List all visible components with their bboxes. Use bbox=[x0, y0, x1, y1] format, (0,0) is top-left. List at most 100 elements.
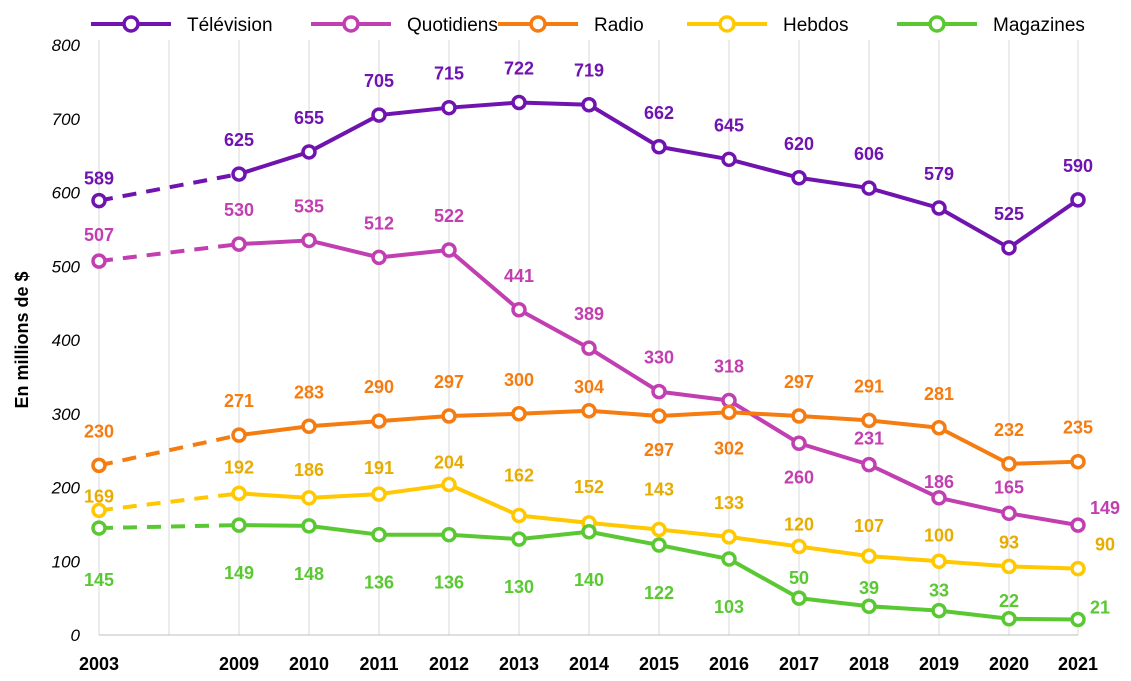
data-point bbox=[231, 236, 247, 252]
data-point bbox=[861, 412, 877, 429]
data-label: 302 bbox=[714, 438, 744, 458]
y-tick-label: 700 bbox=[52, 110, 81, 129]
y-tick-label: 100 bbox=[52, 552, 81, 571]
data-label: 297 bbox=[644, 440, 674, 460]
y-tick-label: 600 bbox=[52, 184, 81, 203]
data-point bbox=[1070, 453, 1086, 470]
data-label: 140 bbox=[574, 570, 604, 590]
data-point bbox=[791, 590, 807, 606]
data-point bbox=[441, 526, 457, 543]
data-point bbox=[1001, 611, 1017, 627]
y-axis: 0 100 200 300 400 500 600 700 800 bbox=[51, 36, 81, 645]
x-tick-label: 2013 bbox=[499, 654, 539, 674]
data-label: 722 bbox=[504, 59, 534, 79]
data-label: 389 bbox=[574, 304, 604, 324]
data-point bbox=[931, 200, 947, 216]
data-point bbox=[371, 107, 387, 123]
data-label: 441 bbox=[504, 266, 534, 286]
x-tick-label: 2012 bbox=[429, 654, 469, 674]
data-point bbox=[371, 249, 387, 266]
data-point bbox=[301, 232, 317, 249]
data-label: 230 bbox=[84, 421, 114, 441]
data-point bbox=[861, 180, 877, 196]
data-point bbox=[441, 408, 457, 424]
x-tick-label: 2014 bbox=[569, 654, 609, 674]
data-point bbox=[791, 408, 807, 424]
data-label: 625 bbox=[224, 130, 254, 150]
data-point bbox=[371, 486, 387, 502]
data-point bbox=[581, 524, 597, 540]
data-point bbox=[1001, 456, 1017, 472]
x-tick-label: 2018 bbox=[849, 654, 889, 674]
legend-marker bbox=[928, 15, 946, 33]
data-label: 290 bbox=[364, 377, 394, 397]
x-axis: 2003 2009 2010 2011 2012 2013 2014 2015 2016 2017… bbox=[79, 654, 1098, 674]
x-tick-label: 2015 bbox=[639, 654, 679, 674]
data-label: 133 bbox=[714, 493, 744, 513]
data-point bbox=[1070, 517, 1086, 533]
x-tick-label: 2017 bbox=[779, 654, 819, 674]
data-point bbox=[1001, 505, 1017, 522]
x-tick-label: 2020 bbox=[989, 654, 1029, 674]
data-point bbox=[581, 340, 597, 356]
y-axis-label: En millions de $ bbox=[12, 271, 32, 408]
y-tick-label: 300 bbox=[52, 405, 81, 424]
data-point bbox=[301, 418, 317, 435]
data-point bbox=[791, 435, 807, 451]
data-label: 143 bbox=[644, 480, 674, 500]
data-point bbox=[651, 537, 667, 553]
data-point bbox=[231, 485, 247, 502]
data-label: 300 bbox=[504, 370, 534, 390]
data-label: 107 bbox=[854, 516, 884, 536]
data-point bbox=[91, 520, 107, 536]
data-point bbox=[1001, 240, 1017, 256]
data-label: 525 bbox=[994, 204, 1024, 224]
data-label: 204 bbox=[434, 453, 464, 473]
y-tick-label: 500 bbox=[52, 257, 81, 276]
data-point bbox=[651, 139, 667, 155]
legend-label: Quotidiens bbox=[407, 15, 498, 36]
y-tick-label: 800 bbox=[52, 36, 81, 55]
data-label: 22 bbox=[999, 591, 1019, 611]
data-label: 90 bbox=[1095, 535, 1115, 555]
data-label: 149 bbox=[1090, 498, 1120, 518]
data-point bbox=[861, 598, 877, 614]
data-point bbox=[511, 302, 527, 318]
data-point bbox=[931, 490, 947, 506]
data-label: 136 bbox=[434, 573, 464, 593]
legend-label: Télévision bbox=[187, 15, 273, 36]
data-label: 186 bbox=[294, 460, 324, 480]
data-label: 231 bbox=[854, 429, 884, 449]
data-labels: 589 625 655 705 715 722 719 662 645 620 606 579 525 5… bbox=[84, 59, 1120, 618]
data-label: 705 bbox=[364, 71, 394, 91]
data-label: 297 bbox=[784, 372, 814, 392]
data-point bbox=[931, 602, 947, 619]
data-point bbox=[721, 151, 737, 168]
data-label: 715 bbox=[434, 64, 464, 84]
data-point bbox=[441, 99, 457, 116]
data-label: 330 bbox=[644, 348, 674, 368]
data-point bbox=[91, 253, 107, 269]
data-point bbox=[931, 420, 947, 436]
data-point bbox=[91, 502, 107, 519]
data-label: 186 bbox=[924, 472, 954, 492]
y-tick-label: 400 bbox=[52, 331, 81, 350]
data-point bbox=[651, 521, 667, 538]
x-tick-label: 2016 bbox=[709, 654, 749, 674]
data-label: 100 bbox=[924, 525, 954, 545]
data-point bbox=[931, 553, 947, 569]
data-point bbox=[721, 551, 737, 567]
data-label: 191 bbox=[364, 458, 394, 478]
data-label: 136 bbox=[364, 573, 394, 593]
data-label: 39 bbox=[859, 578, 879, 598]
data-label: 145 bbox=[84, 570, 114, 590]
data-point bbox=[441, 476, 457, 493]
data-label: 297 bbox=[434, 372, 464, 392]
data-point bbox=[1001, 558, 1017, 575]
data-label: 606 bbox=[854, 144, 884, 164]
data-label: 579 bbox=[924, 164, 954, 184]
data-label: 655 bbox=[294, 108, 324, 128]
x-tick-label: 2011 bbox=[359, 654, 398, 674]
data-label: 232 bbox=[994, 420, 1024, 440]
